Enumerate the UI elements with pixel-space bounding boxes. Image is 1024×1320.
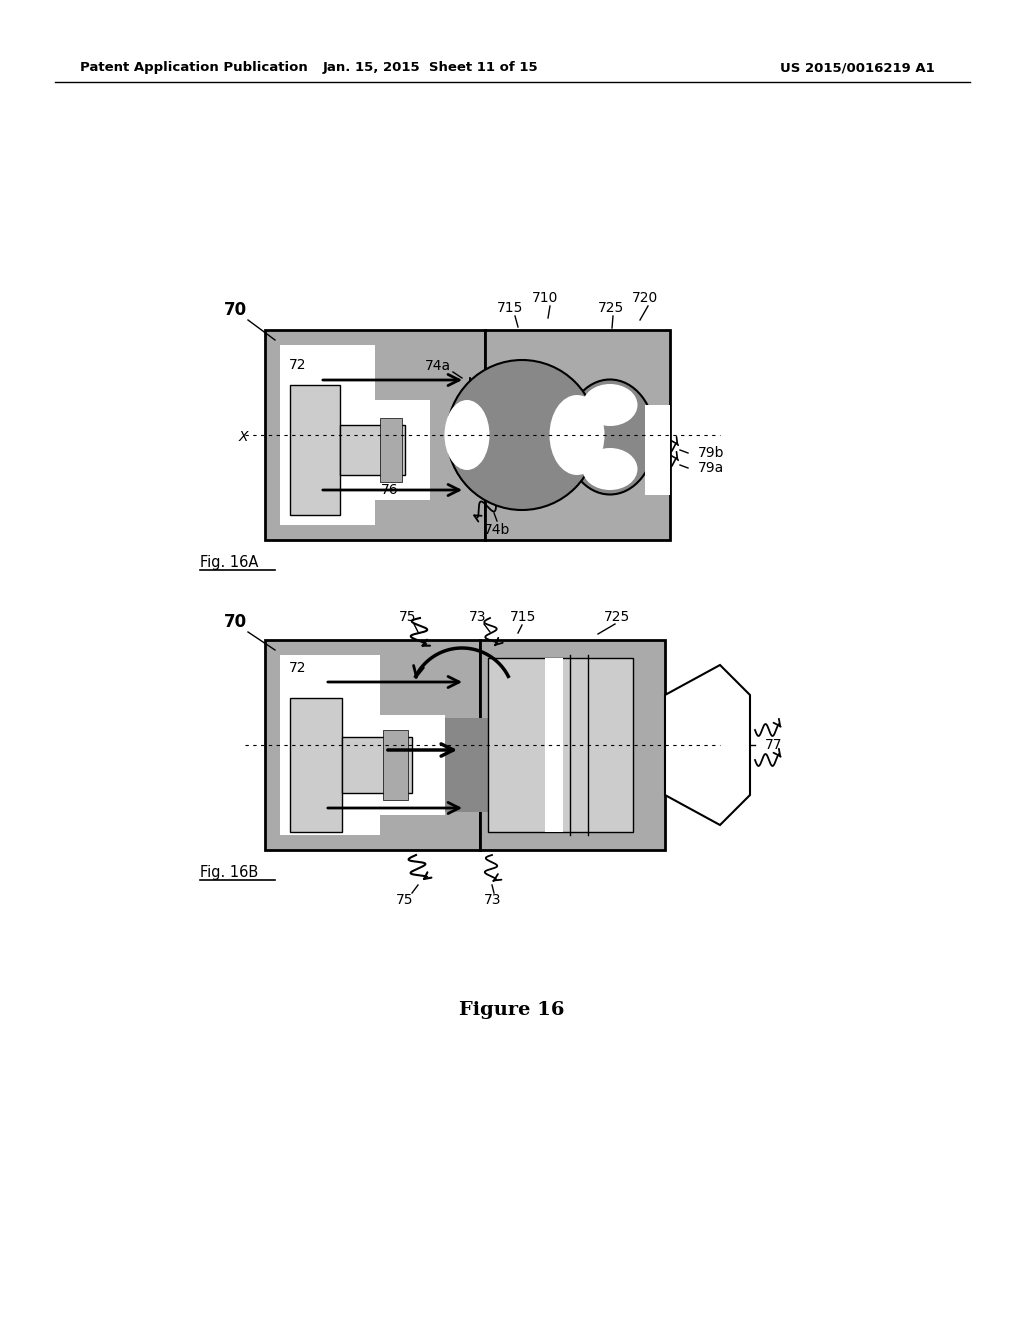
Text: 75: 75 bbox=[396, 894, 414, 907]
Bar bbox=[280, 400, 430, 500]
Text: 76: 76 bbox=[349, 771, 367, 785]
Bar bbox=[340, 425, 406, 475]
Text: 715: 715 bbox=[510, 610, 537, 624]
Ellipse shape bbox=[550, 395, 604, 475]
Text: 74a: 74a bbox=[425, 359, 451, 374]
Bar bbox=[383, 730, 408, 800]
Bar bbox=[280, 715, 445, 814]
Text: 79b: 79b bbox=[698, 446, 725, 459]
Bar bbox=[342, 737, 412, 793]
Polygon shape bbox=[665, 665, 750, 825]
Text: 715: 715 bbox=[497, 301, 523, 315]
Text: 710: 710 bbox=[531, 290, 558, 305]
Bar bbox=[488, 657, 633, 832]
Text: 725: 725 bbox=[604, 610, 630, 624]
Ellipse shape bbox=[583, 447, 638, 490]
Text: 79a: 79a bbox=[698, 461, 724, 475]
Text: 72: 72 bbox=[289, 661, 307, 675]
Bar bbox=[290, 698, 342, 832]
Text: 70: 70 bbox=[223, 612, 247, 631]
Text: Fig. 16A: Fig. 16A bbox=[200, 554, 258, 569]
Ellipse shape bbox=[444, 400, 489, 470]
Bar bbox=[485, 330, 670, 540]
Text: X: X bbox=[239, 430, 248, 444]
Text: 720: 720 bbox=[632, 290, 658, 305]
Circle shape bbox=[447, 360, 597, 510]
Text: 74b: 74b bbox=[483, 523, 510, 537]
Bar bbox=[645, 405, 670, 495]
Bar bbox=[380, 418, 402, 482]
Text: 77: 77 bbox=[765, 738, 782, 752]
Bar bbox=[280, 345, 375, 420]
Text: Fig. 16B: Fig. 16B bbox=[200, 865, 258, 879]
Text: Jan. 15, 2015  Sheet 11 of 15: Jan. 15, 2015 Sheet 11 of 15 bbox=[323, 62, 538, 74]
Bar bbox=[445, 718, 515, 812]
Text: 73: 73 bbox=[484, 894, 502, 907]
Text: 76: 76 bbox=[381, 483, 398, 498]
Bar bbox=[545, 657, 563, 832]
Bar bbox=[480, 640, 665, 850]
Bar bbox=[280, 655, 380, 735]
Text: Figure 16: Figure 16 bbox=[459, 1001, 565, 1019]
Text: 70: 70 bbox=[223, 301, 247, 319]
Ellipse shape bbox=[565, 380, 655, 495]
Text: Patent Application Publication: Patent Application Publication bbox=[80, 62, 308, 74]
Ellipse shape bbox=[583, 384, 638, 426]
Bar bbox=[290, 385, 340, 515]
Text: 72: 72 bbox=[289, 358, 307, 372]
Text: US 2015/0016219 A1: US 2015/0016219 A1 bbox=[780, 62, 935, 74]
Text: 73: 73 bbox=[469, 610, 486, 624]
Text: 725: 725 bbox=[598, 301, 624, 315]
Text: 75: 75 bbox=[399, 610, 417, 624]
Bar bbox=[265, 640, 480, 850]
Bar bbox=[265, 330, 485, 540]
Bar bbox=[280, 450, 375, 525]
Bar bbox=[280, 755, 380, 836]
